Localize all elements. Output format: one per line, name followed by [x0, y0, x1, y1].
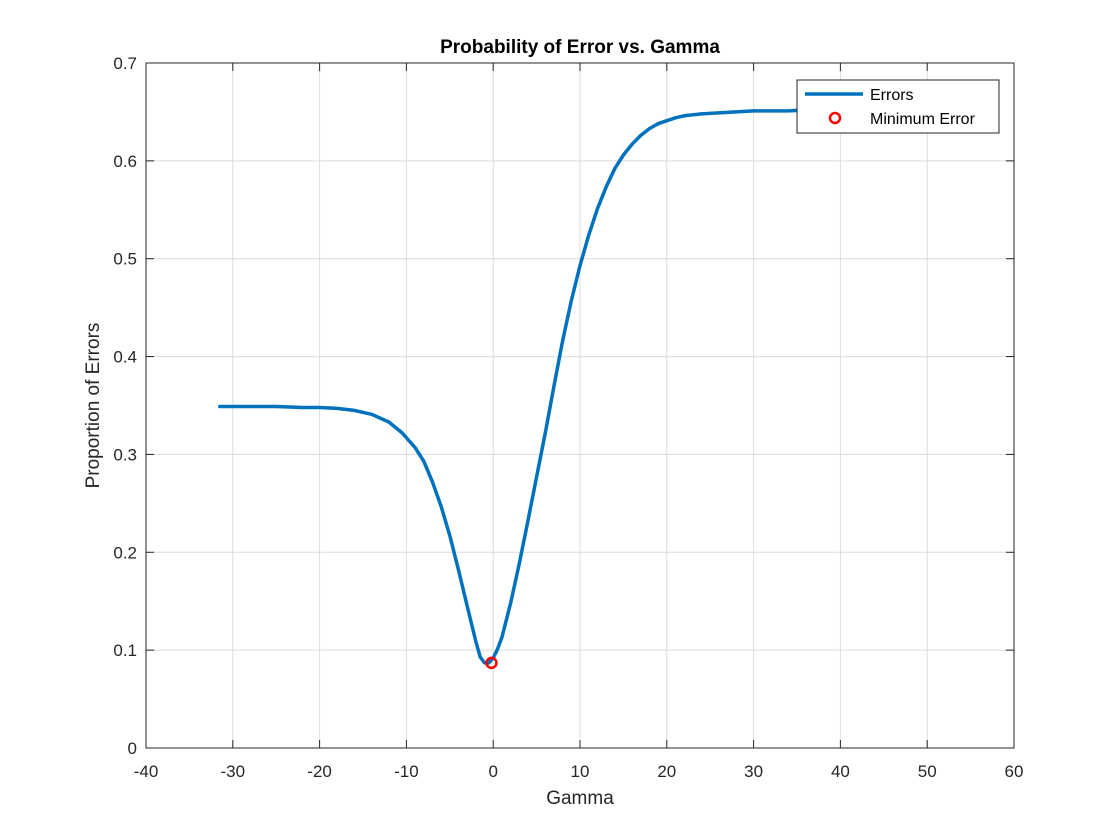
- grid: [146, 63, 1014, 748]
- legend-minimum-error-marker: [828, 111, 842, 125]
- y-tick-label: 0.2: [113, 543, 137, 562]
- x-tick-label: 60: [1005, 762, 1024, 781]
- y-tick-label: 0.5: [113, 250, 137, 269]
- x-tick-label: 10: [571, 762, 590, 781]
- legend: Errors Minimum Error: [796, 79, 1000, 134]
- y-tick-label: 0.3: [113, 445, 137, 464]
- errors-series-line: [218, 108, 808, 665]
- series-layer: [218, 108, 808, 670]
- x-tick-label: 20: [657, 762, 676, 781]
- x-tick-label: -20: [307, 762, 332, 781]
- minimum-error-marker: [485, 656, 498, 670]
- y-tick-label: 0.7: [113, 54, 137, 73]
- x-tick-label: 30: [744, 762, 763, 781]
- legend-box: [796, 79, 1000, 134]
- chart-title: Probability of Error vs. Gamma: [440, 37, 720, 58]
- legend-minimum-error-label: Minimum Error: [870, 111, 976, 128]
- x-tick-label: 50: [918, 762, 937, 781]
- x-tick-label: -30: [221, 762, 246, 781]
- x-tick-label: -10: [394, 762, 419, 781]
- y-axis-label: Proportion of Errors: [83, 323, 104, 489]
- y-tick-label: 0.6: [113, 152, 137, 171]
- x-tick-label: 0: [488, 762, 497, 781]
- ticks: -40 -30 -20 -10 0 10 20 30 40 50 60 0 0.1 0.2 0.3 0.4 0.…: [113, 54, 1023, 781]
- x-axis-label: Gamma: [546, 788, 614, 809]
- y-tick-label: 0: [128, 739, 137, 758]
- legend-errors-label: Errors: [870, 87, 914, 104]
- y-tick-label: 0.1: [113, 641, 137, 660]
- x-tick-label: 40: [831, 762, 850, 781]
- x-tick-label: -40: [134, 762, 159, 781]
- y-tick-label: 0.4: [113, 348, 137, 367]
